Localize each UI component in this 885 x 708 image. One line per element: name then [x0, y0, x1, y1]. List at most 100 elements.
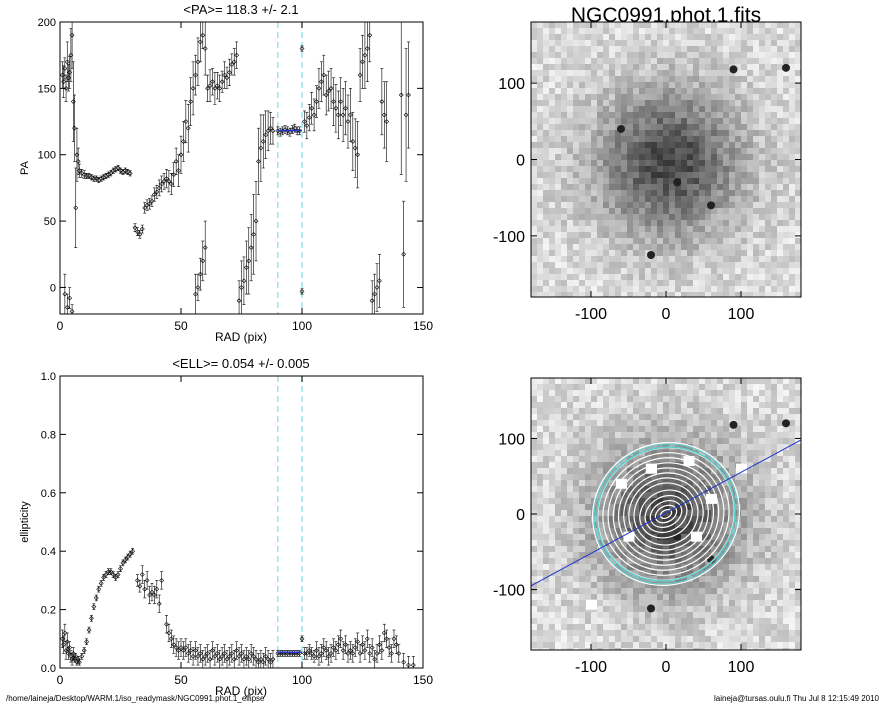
ell-data-point	[297, 650, 303, 657]
ellipticity-data-points	[60, 547, 416, 668]
ell-data-point	[248, 644, 254, 663]
pa-data-point	[229, 53, 235, 76]
pa-y-tick-label: 200	[38, 17, 56, 29]
ell-data-point	[369, 638, 375, 657]
pa-data-point	[321, 54, 327, 96]
ell-data-point	[393, 635, 399, 654]
ellipticity-plot-frame	[59, 375, 424, 669]
pa-data-point	[168, 173, 174, 195]
pa-data-point	[379, 68, 385, 136]
pa-data-point	[333, 84, 339, 133]
ell-y-tick-label: 0.4	[41, 546, 56, 558]
ell-data-point	[389, 644, 394, 663]
pa-data-point	[384, 81, 390, 162]
galaxy-image	[531, 22, 801, 297]
ellipticity-y-axis-label: ellipticity	[19, 501, 31, 543]
ell-data-point	[226, 647, 232, 666]
img2-star	[782, 419, 790, 428]
ell-data-point	[168, 629, 174, 648]
pa-data-point	[331, 77, 336, 126]
ell-data-point	[166, 623, 172, 643]
pa-x-tick-label: 0	[57, 319, 64, 333]
pa-data-point	[149, 195, 155, 207]
pa-data-point	[207, 69, 213, 102]
footer-file-path: /home/laineja/Desktop/WARM.1/iso_readyma…	[6, 694, 265, 703]
img2-star	[647, 604, 655, 613]
pa-data-point	[64, 293, 70, 314]
ell-data-point	[108, 568, 114, 575]
pa-data-point	[222, 61, 227, 89]
pa-data-point	[151, 187, 157, 202]
ell-data-point	[171, 635, 177, 654]
ell-data-point	[270, 650, 276, 668]
outer-isophote-ellipse	[596, 446, 736, 582]
ell-data-point	[331, 638, 336, 657]
ellipticity-plot-title: <ELL>= 0.054 +/- 0.005	[172, 356, 309, 371]
ell-data-point	[81, 647, 87, 654]
isophote-ellipse	[654, 504, 678, 524]
ell-data-point	[144, 571, 150, 590]
pa-data-point	[139, 224, 145, 234]
img1-star	[617, 124, 625, 133]
pa-data-point	[176, 154, 182, 187]
pa-data-point	[246, 227, 252, 295]
ell-data-point	[190, 647, 196, 666]
pa-data-point	[190, 61, 196, 116]
ell-data-point	[316, 647, 322, 666]
pa-data-point	[248, 214, 254, 282]
ell-data-point	[79, 653, 85, 660]
ellipse-overlay-axis-ticks: -100 0 100 -100 0 100	[493, 378, 801, 676]
pa-data-point	[270, 117, 276, 145]
ell-y-tick-label: 1.0	[41, 371, 56, 383]
ell-data-point	[347, 641, 353, 660]
isophote-ellipse	[591, 442, 741, 586]
ell-data-point	[147, 585, 152, 605]
pa-data-point	[108, 170, 114, 177]
ell-data-point	[93, 594, 99, 602]
pa-data-point	[241, 256, 247, 306]
pa-data-point	[377, 253, 382, 308]
isophote-ellipse	[628, 477, 704, 551]
img2-y-tick-label: 0	[516, 507, 525, 524]
pa-data-point	[156, 179, 162, 197]
pa-data-points	[60, 22, 411, 314]
pa-data-point	[401, 200, 407, 308]
pa-data-point	[403, 48, 409, 182]
pa-data-point	[234, 41, 240, 69]
ell-data-point	[89, 615, 94, 622]
ell-data-point	[335, 635, 341, 654]
pa-data-point	[212, 72, 218, 105]
pa-data-point	[340, 88, 346, 142]
pa-data-point	[352, 118, 358, 178]
pa-data-point	[343, 81, 348, 136]
pa-data-point	[381, 81, 387, 149]
img2-x-tick-label: 100	[728, 659, 755, 676]
footer-user-timestamp: laineja@tursas.oulu.fi Thu Jul 8 12:15:4…	[714, 694, 879, 703]
ell-data-point	[243, 647, 249, 666]
pa-data-point	[183, 100, 189, 144]
pa-data-point	[350, 111, 356, 171]
ell-data-point	[96, 585, 102, 593]
ell-data-point	[173, 638, 179, 657]
ell-data-point	[265, 650, 271, 668]
ell-data-point	[120, 559, 126, 567]
pa-plot-frame	[59, 21, 424, 315]
pa-data-point	[93, 175, 99, 182]
ell-x-tick-label: 100	[292, 673, 312, 687]
pa-data-point	[61, 65, 67, 98]
img2-mask-patch	[646, 463, 657, 474]
ell-data-point	[202, 647, 208, 666]
pa-data-point	[142, 202, 148, 214]
ell-data-point	[236, 647, 242, 666]
pa-data-point	[214, 72, 220, 100]
ell-data-point	[185, 644, 191, 663]
pa-data-point	[122, 167, 128, 174]
pa-data-point	[362, 22, 368, 89]
pa-data-point	[86, 173, 92, 179]
img2-y-tick-label: 100	[498, 431, 525, 448]
ell-data-point	[130, 547, 136, 555]
ell-data-point	[176, 641, 182, 660]
isophote-ellipse	[633, 482, 699, 546]
pa-data-point	[202, 220, 208, 275]
isophote-ellipses	[531, 439, 801, 587]
